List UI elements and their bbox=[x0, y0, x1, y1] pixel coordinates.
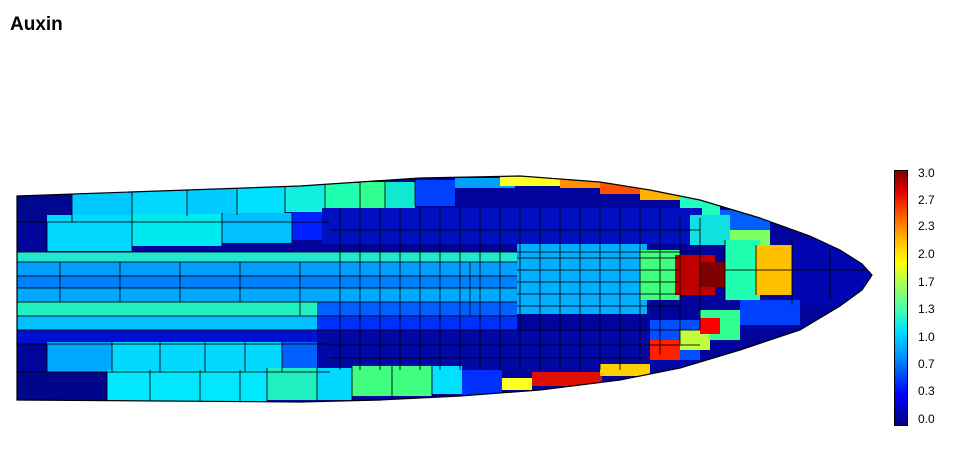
colorbar-tick: 1.0 bbox=[918, 330, 935, 344]
colorbar-tick: 2.7 bbox=[918, 193, 935, 207]
colorbar bbox=[894, 170, 908, 426]
colorbar-tick: 0.0 bbox=[918, 412, 935, 426]
figure-title: Auxin bbox=[10, 14, 63, 35]
root-cells bbox=[17, 176, 872, 402]
colorbar-tick: 2.3 bbox=[918, 219, 935, 233]
colorbar-tick: 0.7 bbox=[918, 357, 935, 371]
colorbar-tick: 3.0 bbox=[918, 166, 935, 180]
colorbar-tick: 1.7 bbox=[918, 275, 935, 289]
root-outline bbox=[16, 175, 873, 403]
colorbar-tick: 2.0 bbox=[918, 247, 935, 261]
colorbar-tick: 1.3 bbox=[918, 302, 935, 316]
colorbar-tick: 0.3 bbox=[918, 384, 935, 398]
